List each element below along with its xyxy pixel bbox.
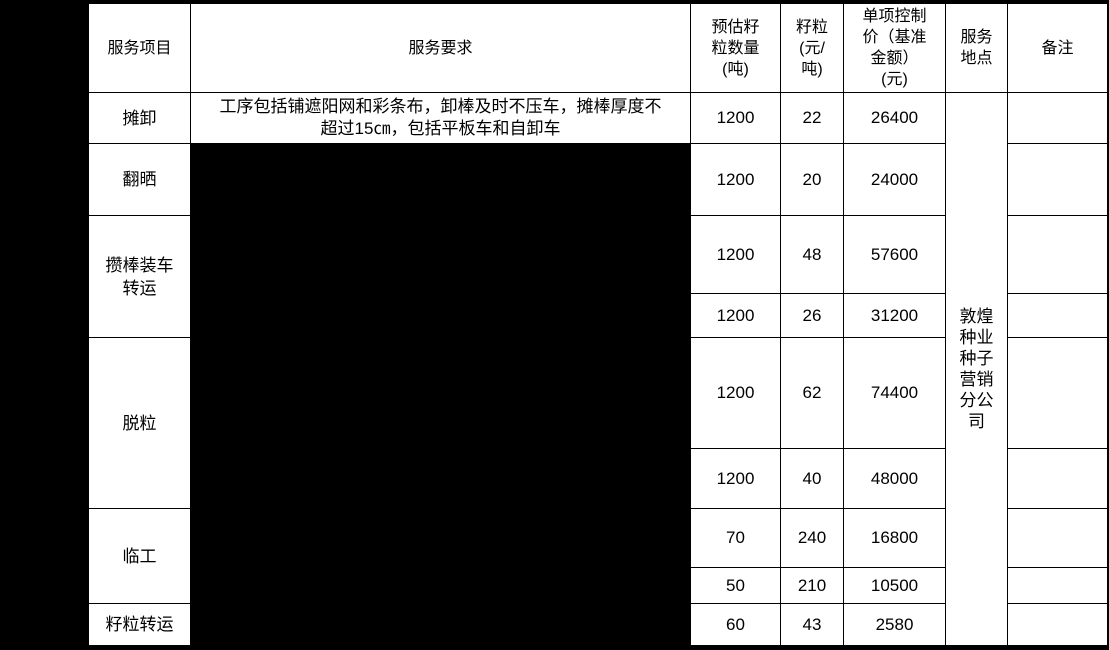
cell-price: 40 [780, 448, 844, 509]
cell-total: 48000 [843, 448, 946, 509]
cell-price: 43 [780, 603, 844, 646]
table-row: 1200 26 31200 [89, 293, 1108, 338]
column-header-service-location: 服务 地点 [945, 3, 1008, 93]
cell-service-item-tanxie: 摊卸 [88, 92, 191, 144]
cell-qty: 1200 [690, 293, 781, 338]
cell-remark [1007, 215, 1108, 294]
cell-qty: 50 [690, 567, 781, 604]
cell-price: 20 [780, 143, 844, 216]
cell-service-item-zilizhuanyun: 籽粒转运 [88, 603, 191, 646]
column-header-estimated-seed-quantity: 预估籽 粒数量 (吨) [690, 3, 781, 93]
column-header-seed-unit-price: 籽粒 (元/ 吨) [780, 3, 844, 93]
cell-qty: 1200 [690, 215, 781, 294]
cell-price: 240 [780, 508, 844, 568]
header-row: 服务项目 服务要求 预估籽 粒数量 (吨) 籽粒 (元/ 吨) 单项控制 价（基… [88, 3, 1108, 93]
cell-total: 26400 [843, 92, 946, 144]
cell-remark [1007, 337, 1108, 449]
cell-price: 26 [780, 293, 844, 338]
cell-service-location: 敦煌 种业 种子 营销 分公 司 [945, 92, 1008, 646]
redacted-requirements-region [190, 143, 691, 646]
column-header-remarks: 备注 [1007, 3, 1108, 93]
cell-total: 16800 [843, 508, 946, 568]
cell-price: 22 [780, 92, 844, 144]
cell-requirements-tanxie: 工序包括铺遮阳网和彩条布，卸棒及时不压车，摊棒厚度不 超过15㎝，包括平板车和自… [190, 92, 691, 144]
cell-total: 10500 [843, 567, 946, 604]
table-row: 1200 40 48000 [89, 448, 1108, 509]
cell-remark [1007, 448, 1108, 509]
table-row: 临工 70 240 16800 [88, 508, 1108, 604]
column-header-service-item: 服务项目 [88, 3, 191, 93]
cell-qty: 1200 [690, 337, 781, 449]
cell-service-item-fanshai: 翻晒 [88, 143, 191, 216]
column-header-service-requirements: 服务要求 [190, 3, 691, 93]
table-row: 摊卸 工序包括铺遮阳网和彩条布，卸棒及时不压车，摊棒厚度不 超过15㎝，包括平板… [88, 92, 1108, 646]
table-right-border [1107, 0, 1109, 650]
cell-remark [1007, 567, 1108, 604]
cell-price: 62 [780, 337, 844, 449]
redaction-bottom-strip [0, 645, 1109, 650]
table-row: 50 210 10500 [89, 567, 1108, 604]
cell-qty: 1200 [690, 92, 781, 144]
cell-total: 2580 [843, 603, 946, 646]
table-row: 脱粒 1200 62 74400 [88, 337, 1108, 509]
cell-price: 210 [780, 567, 844, 604]
table-row: 籽粒转运 60 43 2580 [88, 603, 1108, 646]
service-pricing-table: 服务项目 服务要求 预估籽 粒数量 (吨) 籽粒 (元/ 吨) 单项控制 价（基… [88, 3, 1108, 646]
cell-remark [1007, 143, 1108, 216]
cell-service-item-tuoli: 脱粒 [88, 337, 191, 509]
table-top-border [88, 0, 1109, 3]
cell-price: 48 [780, 215, 844, 294]
cell-remark [1007, 92, 1108, 144]
table-row: 攒棒装车 转运 1200 48 57600 [88, 215, 1108, 338]
cell-total: 74400 [843, 337, 946, 449]
cell-qty: 60 [690, 603, 781, 646]
cell-total: 24000 [843, 143, 946, 216]
cell-qty: 1200 [690, 448, 781, 509]
cell-qty: 1200 [690, 143, 781, 216]
column-header-control-price: 单项控制 价（基准 金额） (元) [843, 3, 946, 93]
cell-service-item-lingong: 临工 [88, 508, 191, 604]
table-row: 翻晒 1200 20 24000 [88, 143, 1108, 646]
cell-service-item-zanbang: 攒棒装车 转运 [88, 215, 191, 338]
cell-remark [1007, 603, 1108, 646]
cell-total: 57600 [843, 215, 946, 294]
cell-remark [1007, 293, 1108, 338]
cell-remark [1007, 508, 1108, 568]
redaction-left-strip [0, 0, 88, 650]
cell-total: 31200 [843, 293, 946, 338]
cell-qty: 70 [690, 508, 781, 568]
